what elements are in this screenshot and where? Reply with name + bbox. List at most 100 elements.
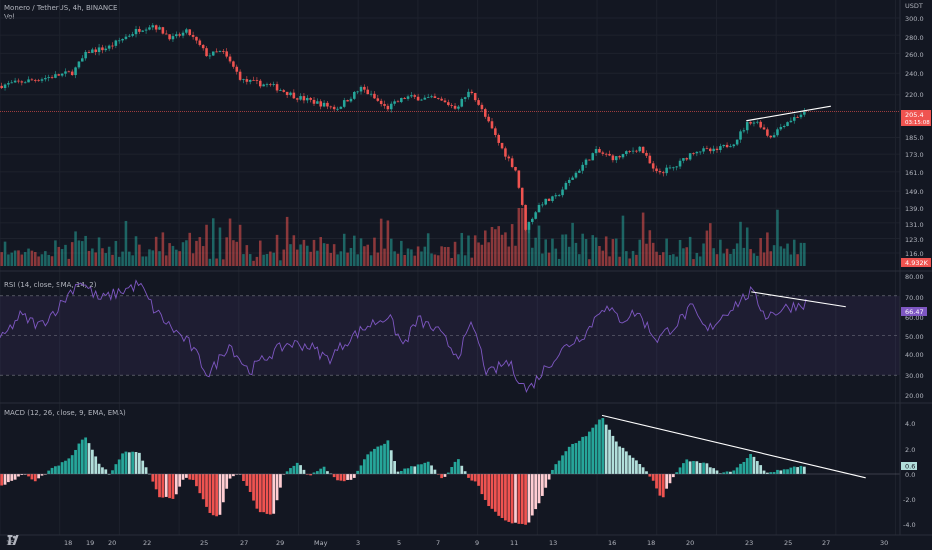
macd-bar bbox=[17, 474, 20, 477]
macd-bar bbox=[410, 466, 413, 474]
rsi-trendline[interactable] bbox=[751, 291, 846, 308]
candle-body bbox=[447, 102, 450, 106]
candle-body bbox=[719, 146, 722, 151]
volume-bar bbox=[725, 248, 729, 266]
macd-bar bbox=[544, 474, 548, 488]
macd-bar bbox=[185, 474, 188, 478]
volume-bar bbox=[436, 255, 440, 266]
rsi-axis[interactable]: 80.00 70.00 60.00 50.00 40.00 30.00 20.0… bbox=[901, 273, 927, 400]
macd-bar bbox=[591, 427, 595, 474]
macd-bar bbox=[292, 465, 296, 474]
volume-bar bbox=[564, 234, 568, 266]
candle-body bbox=[601, 152, 605, 154]
candle-body bbox=[111, 45, 114, 47]
time-label-29: 29 bbox=[276, 539, 284, 547]
time-label-11: 11 bbox=[510, 539, 518, 547]
volume-bar bbox=[423, 246, 427, 266]
volume-bar bbox=[302, 239, 306, 266]
candle-body bbox=[74, 67, 77, 76]
candle-body bbox=[232, 61, 235, 67]
macd-bar bbox=[174, 474, 178, 495]
macd-bar bbox=[94, 456, 98, 474]
candle-body bbox=[453, 105, 457, 109]
volume-bar bbox=[232, 240, 235, 266]
volume-bar bbox=[171, 245, 175, 266]
rsi-tick-60: 60.00 bbox=[905, 314, 924, 322]
volume-bar bbox=[74, 231, 77, 266]
candle-body bbox=[228, 56, 232, 62]
macd-bar bbox=[265, 474, 269, 514]
macd-bar bbox=[23, 474, 27, 475]
macd-bar bbox=[403, 468, 407, 474]
macd-bar bbox=[127, 452, 131, 474]
candle-body bbox=[373, 93, 376, 99]
macd-bar bbox=[77, 443, 81, 474]
candle-body bbox=[0, 85, 3, 89]
rsi-title: RSI (14, close, SMA, 14, 2) bbox=[4, 281, 97, 289]
macd-bar bbox=[530, 474, 534, 516]
volume-bar bbox=[386, 220, 390, 266]
time-axis[interactable]: 15 18 19 20 22 25 27 29 May 3 5 7 9 11 1… bbox=[6, 539, 888, 547]
candle-body bbox=[10, 82, 14, 84]
candle-body bbox=[554, 195, 558, 197]
time-label-18: 18 bbox=[64, 539, 72, 547]
macd-bar bbox=[463, 471, 467, 474]
candle-body bbox=[527, 221, 531, 230]
candle-body bbox=[211, 51, 215, 56]
candle-body bbox=[450, 105, 453, 106]
candle-body bbox=[104, 48, 108, 51]
macd-bar bbox=[722, 472, 726, 474]
candle-body bbox=[547, 198, 551, 201]
volume-bar bbox=[33, 251, 37, 266]
macd-bar bbox=[10, 474, 14, 481]
volume-bar bbox=[655, 251, 658, 266]
rsi-tick-50: 50.00 bbox=[905, 333, 924, 341]
volume-bar bbox=[326, 243, 329, 266]
macd-trendline[interactable] bbox=[601, 414, 866, 479]
candle-body bbox=[64, 71, 67, 74]
macd-bar bbox=[665, 474, 669, 489]
price-trendline[interactable] bbox=[746, 105, 831, 122]
volume-bar bbox=[306, 245, 309, 266]
macd-bar bbox=[101, 467, 104, 474]
candle-body bbox=[37, 80, 40, 82]
candle-body bbox=[134, 29, 138, 35]
macd-bar bbox=[248, 474, 252, 492]
volume-bar bbox=[285, 216, 289, 266]
volume-bar bbox=[342, 233, 346, 266]
candle-body bbox=[386, 105, 390, 110]
price-tick-116: 116.0 bbox=[905, 250, 924, 258]
macd-bar bbox=[614, 441, 618, 474]
candle-body bbox=[457, 106, 460, 109]
candle-body bbox=[54, 74, 57, 78]
candle-body bbox=[201, 44, 205, 49]
price-axis[interactable]: USDT 300.0 280.0 260.0 240.0 220.0 185.0… bbox=[901, 2, 931, 267]
volume-bar bbox=[107, 246, 111, 266]
macd-bar bbox=[80, 439, 84, 474]
rsi-tick-80: 80.00 bbox=[905, 273, 924, 281]
candle-body bbox=[517, 170, 521, 188]
macd-bar bbox=[443, 474, 447, 477]
macd-bar bbox=[97, 463, 101, 474]
candle-body bbox=[295, 98, 299, 100]
macd-bar bbox=[678, 467, 682, 474]
volume-bar bbox=[44, 251, 47, 266]
macd-bar bbox=[225, 474, 229, 489]
volume-bar bbox=[81, 241, 84, 266]
candle-body bbox=[725, 144, 729, 148]
volume-bar bbox=[198, 237, 202, 266]
candle-body bbox=[436, 98, 440, 99]
tradingview-logo-icon[interactable] bbox=[6, 535, 22, 545]
candle-body bbox=[238, 71, 242, 80]
rsi-value: 66.47 bbox=[905, 308, 924, 316]
macd-bar bbox=[584, 436, 588, 474]
candle-body bbox=[336, 108, 339, 110]
volume-bar bbox=[144, 256, 148, 266]
macd-axis[interactable]: 4.0 2.0 0.0 -2.0 -4.0 0.6 bbox=[901, 420, 917, 529]
candle-body bbox=[67, 71, 71, 73]
macd-bar bbox=[749, 454, 752, 474]
volume-bar bbox=[13, 250, 17, 266]
candle-body bbox=[138, 29, 141, 32]
time-label-23: 23 bbox=[745, 539, 753, 547]
